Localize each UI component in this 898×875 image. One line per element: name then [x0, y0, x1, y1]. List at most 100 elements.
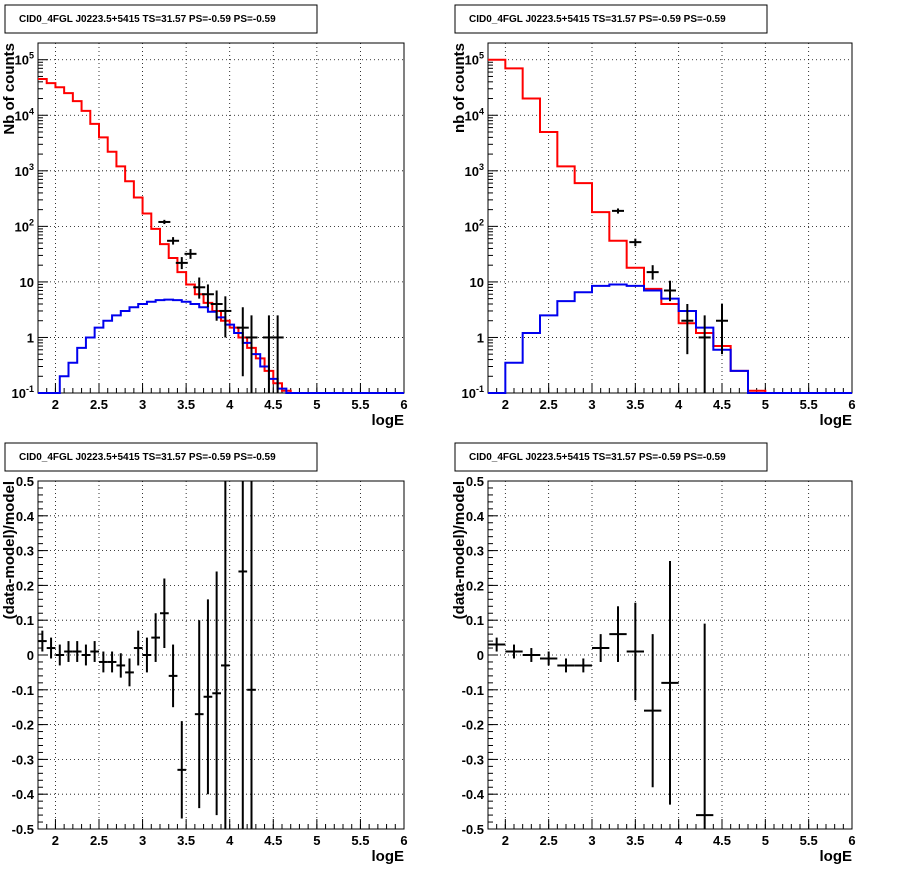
- data-point: [612, 208, 624, 214]
- counts-panel-right: CID0_4FGL J0223.5+5415 TS=31.57 PS=-0.59…: [451, 4, 856, 429]
- x-tick-label: 2: [502, 833, 509, 848]
- residual-panel-left: CID0_4FGL J0223.5+5415 TS=31.57 PS=-0.59…: [1, 442, 408, 865]
- data-point: [64, 641, 73, 662]
- x-axis-label: logE: [820, 412, 853, 429]
- source-model-step-line: [488, 283, 852, 394]
- data-point: [107, 651, 117, 673]
- y-tick-label: -0.5: [12, 822, 34, 837]
- y-tick-label: 0.2: [466, 578, 484, 593]
- data-point: [681, 304, 694, 355]
- x-tick-label: 5.5: [351, 397, 369, 412]
- y-tick-label: 0: [27, 648, 34, 663]
- y-tick-label: 0.4: [16, 509, 35, 524]
- x-tick-label: 5.5: [800, 397, 818, 412]
- title-box: [454, 442, 768, 472]
- data-point: [221, 481, 230, 829]
- plot-frame: [37, 42, 405, 394]
- x-tick-label: 3.5: [177, 833, 195, 848]
- data-point: [125, 658, 134, 687]
- data-point: [133, 630, 143, 666]
- x-tick-label: 4: [226, 397, 234, 412]
- data-point: [38, 630, 47, 652]
- x-tick-label: 4.5: [264, 397, 282, 412]
- chart-title: CID0_4FGL J0223.5+5415 TS=31.57 PS=-0.59…: [19, 452, 276, 463]
- data-point: [72, 641, 82, 662]
- y-tick-label: -0.3: [462, 752, 484, 767]
- data-point: [609, 606, 627, 662]
- data-point: [203, 599, 213, 795]
- data-point: [716, 304, 728, 355]
- data-point: [201, 284, 214, 308]
- x-tick-label: 3: [139, 397, 146, 412]
- data-point: [151, 613, 160, 662]
- x-tick-label: 3: [588, 397, 595, 412]
- y-tick-label: 0.1: [16, 613, 34, 628]
- x-tick-label: 2.5: [540, 397, 558, 412]
- x-tick-label: 2.5: [90, 833, 108, 848]
- x-tick-label: 4: [675, 397, 683, 412]
- x-tick-label: 5.5: [800, 833, 818, 848]
- x-tick-label: 4.5: [713, 397, 731, 412]
- data-point: [505, 644, 523, 659]
- y-tick-label: 0.5: [466, 474, 484, 489]
- x-tick-label: 5: [313, 397, 320, 412]
- x-axis-label: logE: [372, 412, 405, 429]
- data-point: [626, 602, 644, 701]
- y-tick-label: 10-1: [462, 384, 484, 401]
- data-point: [142, 637, 152, 673]
- x-tick-label: 3: [139, 833, 146, 848]
- model-total-step-line: [38, 77, 404, 394]
- x-tick-label: 3.5: [626, 397, 644, 412]
- data-point: [184, 249, 197, 259]
- y-tick-label: -0.1: [12, 683, 34, 698]
- data-point: [46, 637, 56, 659]
- y-tick-label: -0.3: [12, 752, 34, 767]
- x-tick-label: 2: [502, 397, 509, 412]
- data-point: [629, 238, 642, 247]
- x-tick-label: 5: [313, 833, 320, 848]
- y-tick-label: 103: [15, 162, 34, 179]
- x-tick-label: 4.5: [264, 833, 282, 848]
- data-point: [212, 571, 221, 816]
- x-tick-label: 6: [848, 833, 855, 848]
- y-tick-label: 10: [470, 275, 484, 290]
- data-point: [160, 578, 169, 649]
- data-point: [116, 653, 126, 678]
- data-point: [592, 634, 610, 662]
- data-point: [488, 637, 506, 652]
- data-point: [247, 481, 256, 829]
- x-tick-label: 3: [588, 833, 595, 848]
- data-point: [168, 644, 178, 708]
- x-tick-label: 5: [762, 833, 769, 848]
- data-point: [194, 620, 204, 809]
- x-tick-label: 4.5: [713, 833, 731, 848]
- data-point: [177, 721, 187, 819]
- data-point: [210, 290, 223, 321]
- data-point: [158, 219, 171, 225]
- y-tick-label: 102: [15, 217, 34, 234]
- chart-title: CID0_4FGL J0223.5+5415 TS=31.57 PS=-0.59…: [19, 14, 276, 25]
- chart-title: CID0_4FGL J0223.5+5415 TS=31.57 PS=-0.59…: [469, 452, 726, 463]
- y-tick-label: 10-1: [12, 384, 34, 401]
- x-tick-label: 2.5: [90, 397, 108, 412]
- data-point: [696, 623, 714, 829]
- model-total-step-line: [488, 58, 852, 394]
- data-point: [557, 658, 575, 673]
- plot-frame: [487, 42, 853, 394]
- data-point: [193, 277, 206, 299]
- data-point: [55, 644, 65, 666]
- x-tick-label: 4: [226, 833, 234, 848]
- y-tick-label: 0.2: [16, 578, 34, 593]
- data-point: [175, 257, 188, 270]
- data-point: [574, 658, 592, 673]
- x-tick-label: 4: [675, 833, 683, 848]
- y-tick-label: -0.4: [462, 787, 485, 802]
- data-point: [238, 481, 248, 829]
- data-point: [271, 315, 284, 393]
- data-point: [664, 280, 676, 302]
- y-tick-label: 0.3: [16, 544, 34, 559]
- x-tick-label: 5.5: [351, 833, 369, 848]
- y-tick-label: -0.1: [462, 683, 484, 698]
- source-model-step-line: [38, 298, 404, 394]
